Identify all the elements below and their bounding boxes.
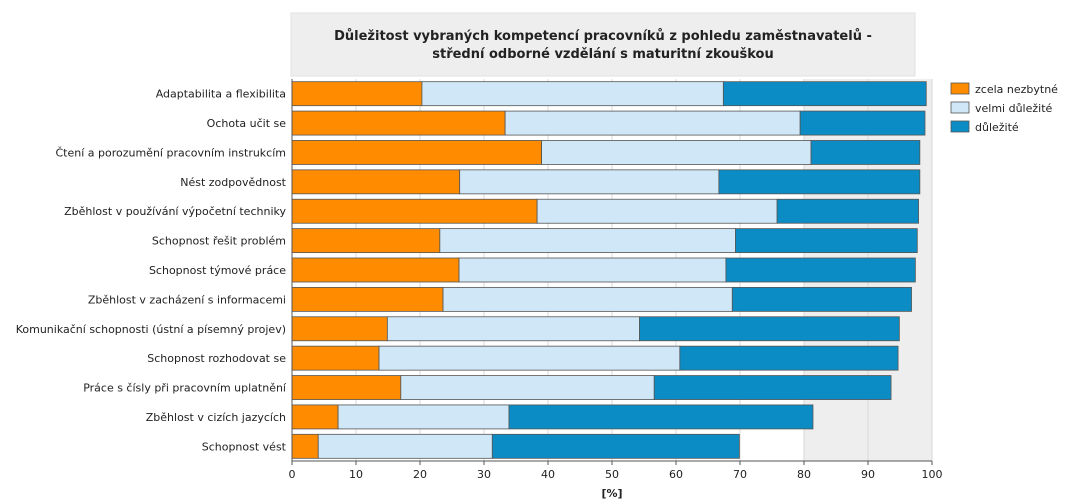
x-axis-title: [%] (601, 487, 622, 500)
bar-2-6 (439, 228, 736, 254)
bar-1-13 (291, 433, 319, 459)
bar-3-3 (810, 140, 921, 165)
legend-label-1: zcela nezbytné (975, 83, 1058, 96)
x-tick-label: 90 (861, 468, 875, 481)
category-label: Zběhlost v cizích jazycích (146, 411, 286, 424)
bar-3-2 (799, 110, 926, 136)
bar-3-1 (722, 81, 927, 107)
tick-labels: 0 10 20 30 40 50 60 70 80 90 100 (289, 468, 943, 481)
legend-label-2: velmi důležité (975, 102, 1053, 115)
x-tick-label: 20 (413, 468, 427, 481)
bar-3-6 (735, 228, 918, 254)
legend-swatch-2 (950, 101, 970, 114)
bar-3-11 (653, 375, 892, 400)
legend-swatch-3 (950, 120, 970, 133)
bar-1-9 (291, 316, 388, 342)
legend-swatch-1 (950, 82, 970, 95)
bar-1-2 (291, 110, 506, 136)
category-label: Schopnost řešit problém (152, 235, 286, 248)
category-label: Zběhlost v zacházení s informacemi (88, 293, 286, 306)
legend: zcela nezbytné velmi důležité důležité (950, 82, 1058, 134)
x-tick-label: 80 (797, 468, 811, 481)
x-tick-label: 30 (477, 468, 491, 481)
bar-2-11 (400, 375, 655, 400)
bar-2-1 (421, 81, 724, 107)
bar-3-8 (731, 286, 912, 312)
bar-1-8 (291, 286, 444, 312)
bar-1-12 (291, 404, 339, 430)
bar-2-3 (541, 140, 812, 165)
bar-2-12 (337, 404, 510, 430)
category-label: Schopnost rozhodovat se (147, 352, 286, 365)
bar-2-10 (378, 345, 681, 371)
x-tick-label: 70 (733, 468, 747, 481)
category-label: Nést zodpovědnost (180, 176, 286, 189)
bar-1-1 (291, 81, 423, 107)
x-tick-label: 10 (349, 468, 363, 481)
bar-3-5 (776, 198, 919, 224)
bar-3-13 (491, 433, 740, 459)
bar-2-5 (536, 198, 778, 224)
category-label: Čtení a porozumění pracovním instrukcím (55, 146, 286, 159)
title-box (290, 12, 916, 77)
axes (291, 79, 933, 465)
x-tick-label: 100 (922, 468, 943, 481)
category-label: Práce s čísly při pracovním uplatnění (83, 382, 287, 395)
bar-1-7 (291, 257, 460, 283)
x-tick-label: 60 (669, 468, 683, 481)
bar-1-5 (291, 198, 538, 224)
category-label: Adaptabilita a flexibilita (156, 88, 286, 101)
category-labels: Adaptabilita a flexibilita Ochota učit se… (16, 88, 287, 454)
category-label: Schopnost vést (202, 440, 287, 453)
bar-3-7 (725, 257, 916, 283)
bar-2-9 (386, 316, 640, 342)
bars (291, 81, 927, 459)
x-tick-label: 40 (541, 468, 555, 481)
category-label: Ochota učit se (207, 117, 287, 130)
bar-2-2 (504, 110, 801, 136)
legend-label-3: důležité (975, 121, 1019, 134)
x-tick-label: 0 (289, 468, 296, 481)
bar-2-7 (458, 257, 727, 283)
bar-3-4 (718, 169, 921, 195)
bar-1-4 (291, 169, 461, 195)
bar-2-8 (442, 286, 733, 312)
category-label: Zběhlost v používání výpočetní techniky (64, 205, 286, 218)
x-tick-label: 50 (605, 468, 619, 481)
category-label: Schopnost týmové práce (149, 264, 286, 277)
bar-3-12 (508, 404, 814, 430)
chart-title-line-2: střední odborné vzdělání s maturitní zko… (432, 47, 773, 62)
bar-2-13 (317, 433, 493, 459)
chart-title-line-1: Důležitost vybraných kompetencí pracovní… (334, 29, 872, 44)
bar-1-10 (291, 345, 380, 371)
bar-1-11 (291, 375, 402, 400)
bar-1-3 (291, 140, 543, 165)
category-label: Komunikační schopnosti (ústní a písemný … (16, 323, 286, 336)
bar-1-6 (291, 228, 441, 254)
bar-3-9 (639, 316, 900, 342)
bar-2-4 (459, 169, 720, 195)
bar-3-10 (679, 345, 899, 371)
